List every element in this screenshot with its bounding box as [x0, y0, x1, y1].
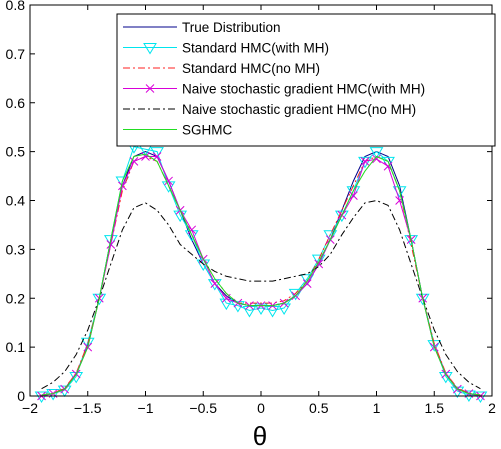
data-point: [381, 156, 395, 169]
legend-label: Standard HMC(no MH): [182, 61, 320, 76]
series-standard-hmc-with-mh: [34, 142, 488, 403]
series-line: [41, 146, 481, 397]
series-line: [41, 199, 481, 390]
data-point: [288, 288, 303, 301]
series-sghmc: [41, 153, 481, 396]
data-point: [103, 235, 118, 247]
legend-label: SGHMC: [182, 123, 233, 138]
y-tick-label: 0.4: [6, 193, 26, 209]
data-point: [427, 340, 442, 352]
legend-entry-true-distribution: True Distribution: [123, 20, 281, 35]
data-point: [187, 225, 197, 235]
x-tick-label: −0.5: [189, 400, 217, 416]
data-point: [210, 279, 220, 288]
legend: True Distribution Standard HMC(with MH) St…: [116, 13, 496, 147]
legend-entry-standard-hmc-with-mh: Standard HMC(with MH): [123, 41, 329, 56]
y-tick-label: 0.1: [6, 339, 26, 355]
y-tick-label: 0.3: [6, 241, 26, 257]
y-tick-label: 0.2: [6, 290, 26, 306]
series-line: [41, 153, 481, 396]
y-tick-label: 0: [17, 388, 25, 404]
data-point: [242, 305, 257, 318]
legend-marker: [145, 84, 155, 93]
data-point: [302, 279, 312, 288]
data-point: [300, 274, 315, 286]
data-point: [106, 240, 116, 249]
data-point: [311, 254, 326, 267]
x-tick-label: −1: [138, 400, 154, 416]
data-point: [80, 337, 95, 350]
data-point: [358, 156, 372, 169]
data-point: [207, 279, 222, 291]
data-point: [360, 157, 370, 166]
y-tick-label: 0.8: [6, 0, 26, 13]
plot-area: [34, 142, 488, 403]
x-tick-label: 0.5: [309, 400, 329, 416]
x-tick-label: 0: [257, 400, 265, 416]
legend-box: [116, 13, 496, 147]
data-point: [118, 181, 127, 191]
legend-entry-naive-stochastic-gradient-hmc-with-mh: Naive stochastic gradient HMC(with MH): [123, 82, 425, 97]
data-point: [415, 293, 430, 306]
legend-entry-naive-stochastic-gradient-hmc-no-mh: Naive stochastic gradient HMC(no MH): [123, 102, 416, 117]
legend-entry-standard-hmc-no-mh: Standard HMC(no MH): [123, 61, 320, 76]
y-tick-label: 0.7: [6, 46, 26, 62]
axis-ticks: −2 −1.5 −1 −0.5 0 0.5 1 1.5 2 0 0.1 0.2 0.3 0.4 0.5 0.6…: [6, 0, 497, 416]
y-tick-label: 0.6: [6, 95, 26, 111]
legend-marker: [143, 43, 157, 55]
data-point: [57, 385, 72, 398]
legend-label: Naive stochastic gradient HMC(with MH): [182, 82, 425, 97]
legend-label: True Distribution: [182, 20, 281, 35]
data-point: [150, 147, 164, 159]
data-point: [277, 303, 291, 315]
data-point: [164, 176, 173, 186]
x-tick-label: 1: [373, 400, 381, 416]
y-tick-label: 0.5: [6, 144, 26, 160]
series-naive-stochastic-gradient-hmc-with-mh: [37, 152, 485, 401]
series-line: [41, 156, 481, 397]
x-tick-label: −2: [22, 400, 38, 416]
legend-entry-sghmc: SGHMC: [123, 123, 233, 138]
data-point: [219, 298, 234, 311]
data-point: [323, 230, 338, 242]
data-point: [34, 391, 49, 403]
data-point: [129, 157, 139, 166]
data-point: [349, 191, 358, 200]
data-point: [141, 152, 150, 161]
legend-label: Naive stochastic gradient HMC(no MH): [182, 102, 416, 117]
series-naive-stochastic-gradient-hmc-no-mh: [41, 199, 481, 390]
x-axis-label: θ: [253, 421, 267, 449]
data-point: [372, 154, 381, 164]
data-point: [265, 305, 280, 318]
data-point: [404, 235, 419, 247]
x-tick-label: 1.5: [425, 400, 445, 416]
legend-label: Standard HMC(with MH): [182, 41, 329, 56]
data-point: [92, 293, 107, 306]
data-point: [473, 391, 488, 403]
x-tick-label: −1.5: [74, 400, 102, 416]
x-tick-label: 2: [488, 400, 496, 416]
data-point: [369, 147, 384, 159]
